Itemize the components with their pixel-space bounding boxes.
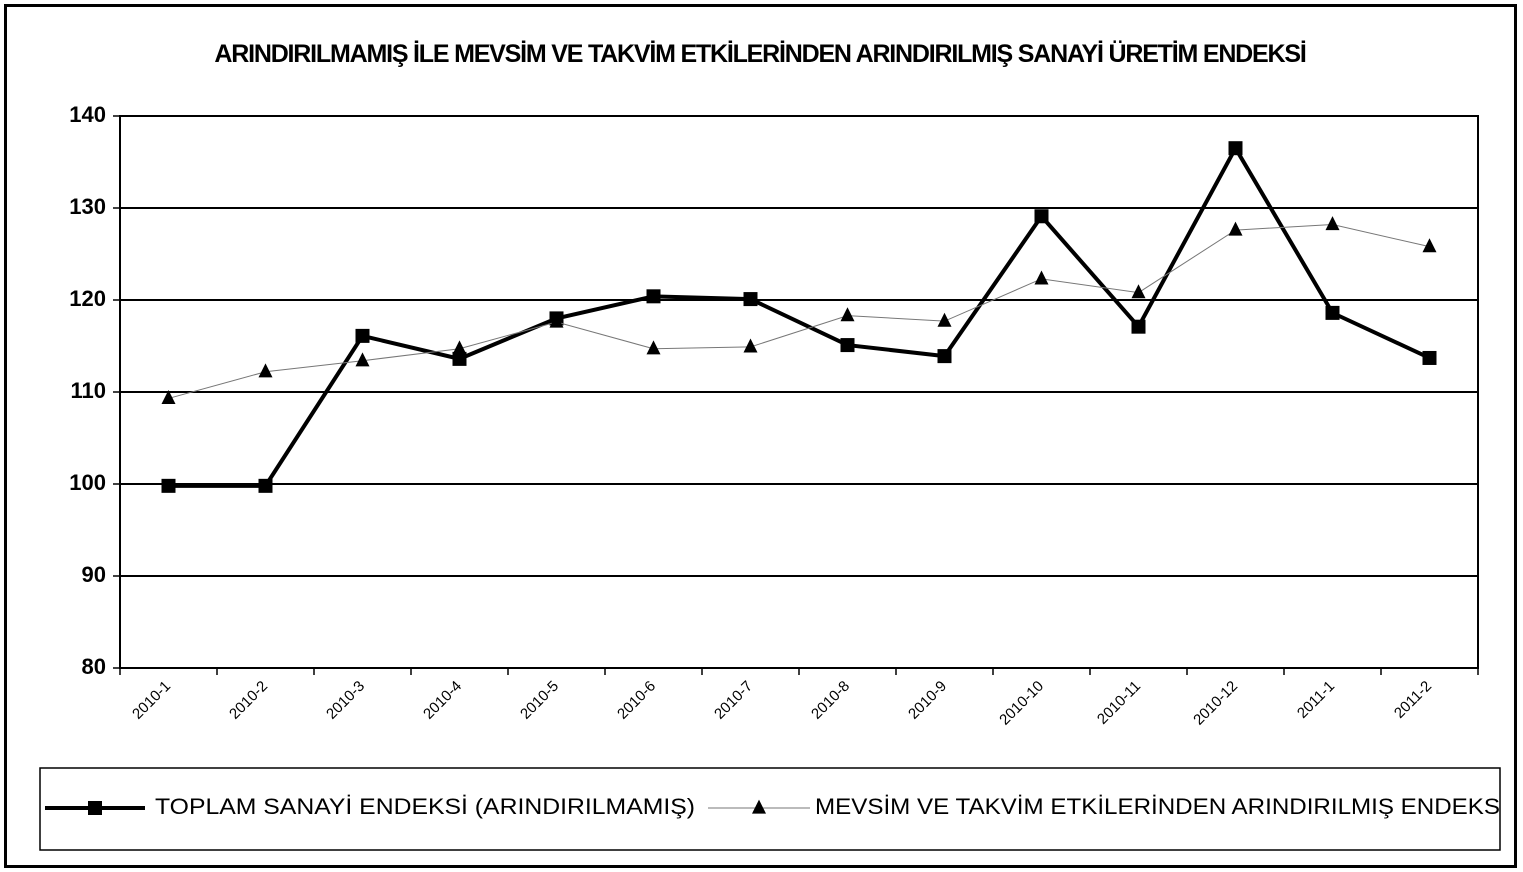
x-tick-label: 2010-5 [517, 678, 562, 723]
marker-square [258, 478, 273, 493]
y-tick-label: 140 [69, 102, 106, 127]
marker-square [1034, 209, 1049, 224]
legend-marker [88, 801, 102, 815]
chart-frame [4, 4, 1517, 868]
x-tick-label: 2010-3 [323, 678, 368, 723]
x-tick-label: 2010-8 [808, 678, 853, 723]
marker-square [161, 478, 176, 493]
y-tick-label: 90 [82, 562, 106, 587]
x-tick-label: 2010-12 [1190, 678, 1241, 729]
x-tick-label: 2010-2 [226, 678, 271, 723]
series-line [168, 224, 1430, 399]
marker-square [646, 289, 661, 304]
x-tick-label: 2011-2 [1391, 678, 1435, 722]
marker-square [1325, 305, 1340, 320]
y-tick-label: 110 [71, 378, 107, 403]
marker-triangle [646, 340, 661, 355]
marker-triangle [840, 307, 855, 322]
marker-triangle [1422, 238, 1437, 253]
marker-triangle [1034, 270, 1049, 285]
marker-triangle [161, 390, 176, 405]
x-tick-label: 2010-6 [614, 678, 659, 723]
series-line [168, 144, 1431, 488]
x-tick-label: 2010-11 [1094, 678, 1144, 728]
y-tick-label: 80 [82, 654, 106, 679]
legend-box [39, 767, 1501, 851]
marker-triangle [1131, 284, 1146, 299]
x-tick-label: 2011-1 [1294, 678, 1338, 722]
legend-label: TOPLAM SANAYİ ENDEKSİ (ARINDIRILMAMIŞ) [155, 794, 695, 819]
y-tick-label: 130 [69, 194, 106, 219]
marker-triangle [1325, 216, 1340, 231]
marker-triangle [937, 312, 952, 327]
marker-square [1422, 350, 1437, 365]
marker-square [1131, 319, 1146, 334]
y-tick-label: 100 [69, 470, 106, 495]
marker-triangle [549, 313, 564, 328]
x-tick-label: 2010-7 [711, 678, 756, 723]
x-tick-label: 2010-1 [129, 678, 174, 723]
legend-label: MEVSİM VE TAKVİM ETKİLERİNDEN ARINDIRILM… [815, 794, 1500, 819]
marker-triangle [258, 363, 273, 378]
marker-square [743, 292, 758, 307]
y-tick-label: 120 [69, 286, 106, 311]
x-tick-label: 2010-9 [905, 678, 950, 723]
marker-square [355, 328, 370, 343]
marker-triangle [355, 352, 370, 367]
x-tick-label: 2010-4 [420, 678, 465, 723]
marker-square [840, 338, 855, 353]
marker-triangle [743, 338, 758, 353]
marker-triangle [1228, 221, 1243, 236]
marker-triangle [452, 340, 467, 355]
chart-title: ARINDIRILMAMIŞ İLE MEVSİM VE TAKVİM ETKİ… [214, 40, 1306, 68]
marker-square [452, 351, 467, 366]
x-tick-label: 2010-10 [996, 678, 1047, 729]
marker-square [1228, 141, 1243, 156]
legend-marker [752, 799, 766, 814]
marker-square [937, 349, 952, 364]
